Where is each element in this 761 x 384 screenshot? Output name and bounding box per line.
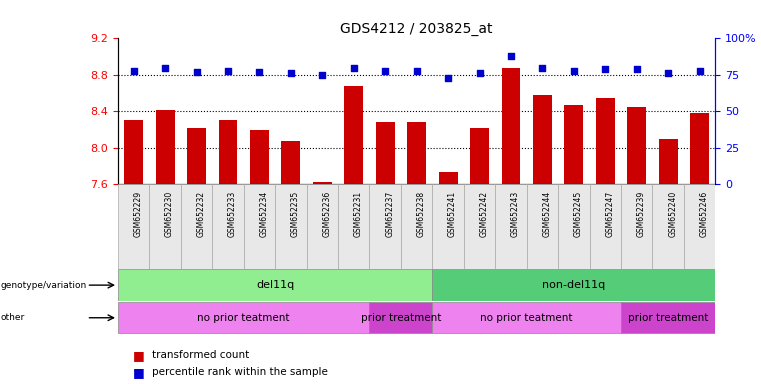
FancyBboxPatch shape	[621, 184, 652, 269]
Text: GSM652239: GSM652239	[637, 191, 646, 237]
Point	[317, 72, 329, 78]
FancyBboxPatch shape	[432, 184, 463, 269]
FancyBboxPatch shape	[370, 302, 432, 333]
Text: ■: ■	[133, 366, 145, 379]
Point	[285, 70, 297, 76]
Text: GSM652235: GSM652235	[291, 191, 300, 237]
Text: no prior teatment: no prior teatment	[480, 313, 573, 323]
Bar	[407, 122, 426, 184]
Point	[222, 68, 234, 74]
Text: other: other	[1, 313, 25, 322]
FancyBboxPatch shape	[684, 184, 715, 269]
FancyBboxPatch shape	[118, 270, 432, 301]
Bar	[659, 139, 677, 184]
Bar	[596, 98, 615, 184]
FancyBboxPatch shape	[275, 184, 307, 269]
Bar	[187, 128, 206, 184]
Text: GSM652241: GSM652241	[448, 191, 457, 237]
FancyBboxPatch shape	[212, 184, 244, 269]
Point	[568, 68, 580, 74]
Bar	[250, 130, 269, 184]
Bar	[565, 105, 583, 184]
Point	[253, 69, 266, 75]
Point	[693, 68, 705, 74]
Point	[190, 69, 202, 75]
Bar	[376, 122, 395, 184]
Text: GSM652244: GSM652244	[543, 191, 552, 237]
Text: GSM652242: GSM652242	[479, 191, 489, 237]
Point	[505, 53, 517, 59]
FancyBboxPatch shape	[495, 184, 527, 269]
Bar	[344, 86, 363, 184]
Bar	[124, 121, 143, 184]
Point	[442, 75, 454, 81]
FancyBboxPatch shape	[463, 184, 495, 269]
FancyBboxPatch shape	[652, 184, 684, 269]
FancyBboxPatch shape	[432, 302, 621, 333]
Bar	[313, 182, 332, 184]
Text: GSM652247: GSM652247	[605, 191, 614, 237]
Point	[128, 68, 140, 74]
Bar	[627, 107, 646, 184]
FancyBboxPatch shape	[118, 184, 149, 269]
Point	[662, 70, 674, 76]
Bar	[501, 68, 521, 184]
Text: GSM652246: GSM652246	[699, 191, 708, 237]
FancyBboxPatch shape	[338, 184, 370, 269]
Text: GSM652238: GSM652238	[416, 191, 425, 237]
Text: no prior teatment: no prior teatment	[197, 313, 290, 323]
Point	[410, 68, 422, 74]
Bar	[470, 128, 489, 184]
Text: percentile rank within the sample: percentile rank within the sample	[152, 367, 328, 377]
FancyBboxPatch shape	[621, 302, 715, 333]
Bar	[218, 121, 237, 184]
Point	[631, 66, 643, 72]
FancyBboxPatch shape	[527, 184, 558, 269]
Point	[537, 65, 549, 71]
FancyBboxPatch shape	[558, 184, 590, 269]
FancyBboxPatch shape	[307, 184, 338, 269]
Title: GDS4212 / 203825_at: GDS4212 / 203825_at	[340, 22, 493, 36]
Bar	[156, 109, 174, 184]
Text: genotype/variation: genotype/variation	[1, 281, 87, 290]
Text: GSM652236: GSM652236	[323, 191, 331, 237]
FancyBboxPatch shape	[149, 184, 181, 269]
FancyBboxPatch shape	[118, 302, 370, 333]
Text: GSM652233: GSM652233	[228, 191, 237, 237]
FancyBboxPatch shape	[590, 184, 621, 269]
Text: del11q: del11q	[256, 280, 295, 290]
Text: GSM652230: GSM652230	[165, 191, 174, 237]
Text: prior treatment: prior treatment	[361, 313, 441, 323]
FancyBboxPatch shape	[370, 184, 401, 269]
Bar	[690, 113, 709, 184]
Text: GSM652229: GSM652229	[134, 191, 142, 237]
Point	[159, 65, 171, 71]
Text: GSM652245: GSM652245	[574, 191, 583, 237]
Text: GSM652231: GSM652231	[354, 191, 363, 237]
FancyBboxPatch shape	[432, 270, 715, 301]
Text: GSM652237: GSM652237	[385, 191, 394, 237]
Point	[473, 70, 486, 76]
Bar	[282, 141, 301, 184]
Text: transformed count: transformed count	[152, 350, 250, 360]
Bar	[438, 172, 457, 184]
FancyBboxPatch shape	[181, 184, 212, 269]
FancyBboxPatch shape	[244, 184, 275, 269]
Bar	[533, 95, 552, 184]
Text: prior treatment: prior treatment	[628, 313, 708, 323]
Point	[348, 65, 360, 71]
Text: GSM652240: GSM652240	[668, 191, 677, 237]
Text: GSM652234: GSM652234	[260, 191, 269, 237]
Text: ■: ■	[133, 349, 145, 362]
Text: GSM652243: GSM652243	[511, 191, 520, 237]
FancyBboxPatch shape	[401, 184, 432, 269]
Point	[379, 68, 391, 74]
Text: GSM652232: GSM652232	[196, 191, 205, 237]
Text: non-del11q: non-del11q	[543, 280, 606, 290]
Point	[599, 66, 611, 72]
